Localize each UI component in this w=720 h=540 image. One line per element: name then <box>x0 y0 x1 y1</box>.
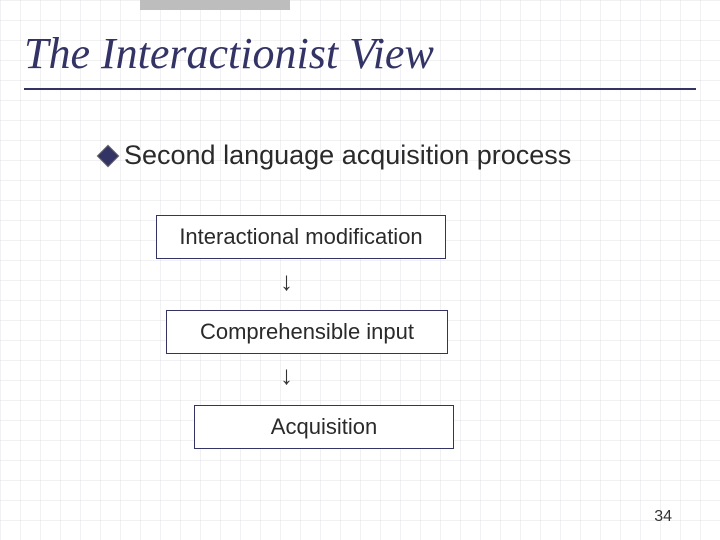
page-number: 34 <box>654 508 672 526</box>
slide-title: The Interactionist View <box>24 28 434 79</box>
box-comprehensible-input: Comprehensible input <box>166 310 448 354</box>
box-interactional-modification: Interactional modification <box>156 215 446 259</box>
title-underline <box>24 88 696 90</box>
bullet-text: Second language acquisition process <box>124 140 571 171</box>
slide-container: The Interactionist View Second language … <box>0 0 720 540</box>
diamond-bullet-icon <box>97 144 120 167</box>
down-arrow-2: ↓ <box>280 362 293 388</box>
bullet-row: Second language acquisition process <box>100 140 571 171</box>
down-arrow-1: ↓ <box>280 268 293 294</box>
box-acquisition: Acquisition <box>194 405 454 449</box>
